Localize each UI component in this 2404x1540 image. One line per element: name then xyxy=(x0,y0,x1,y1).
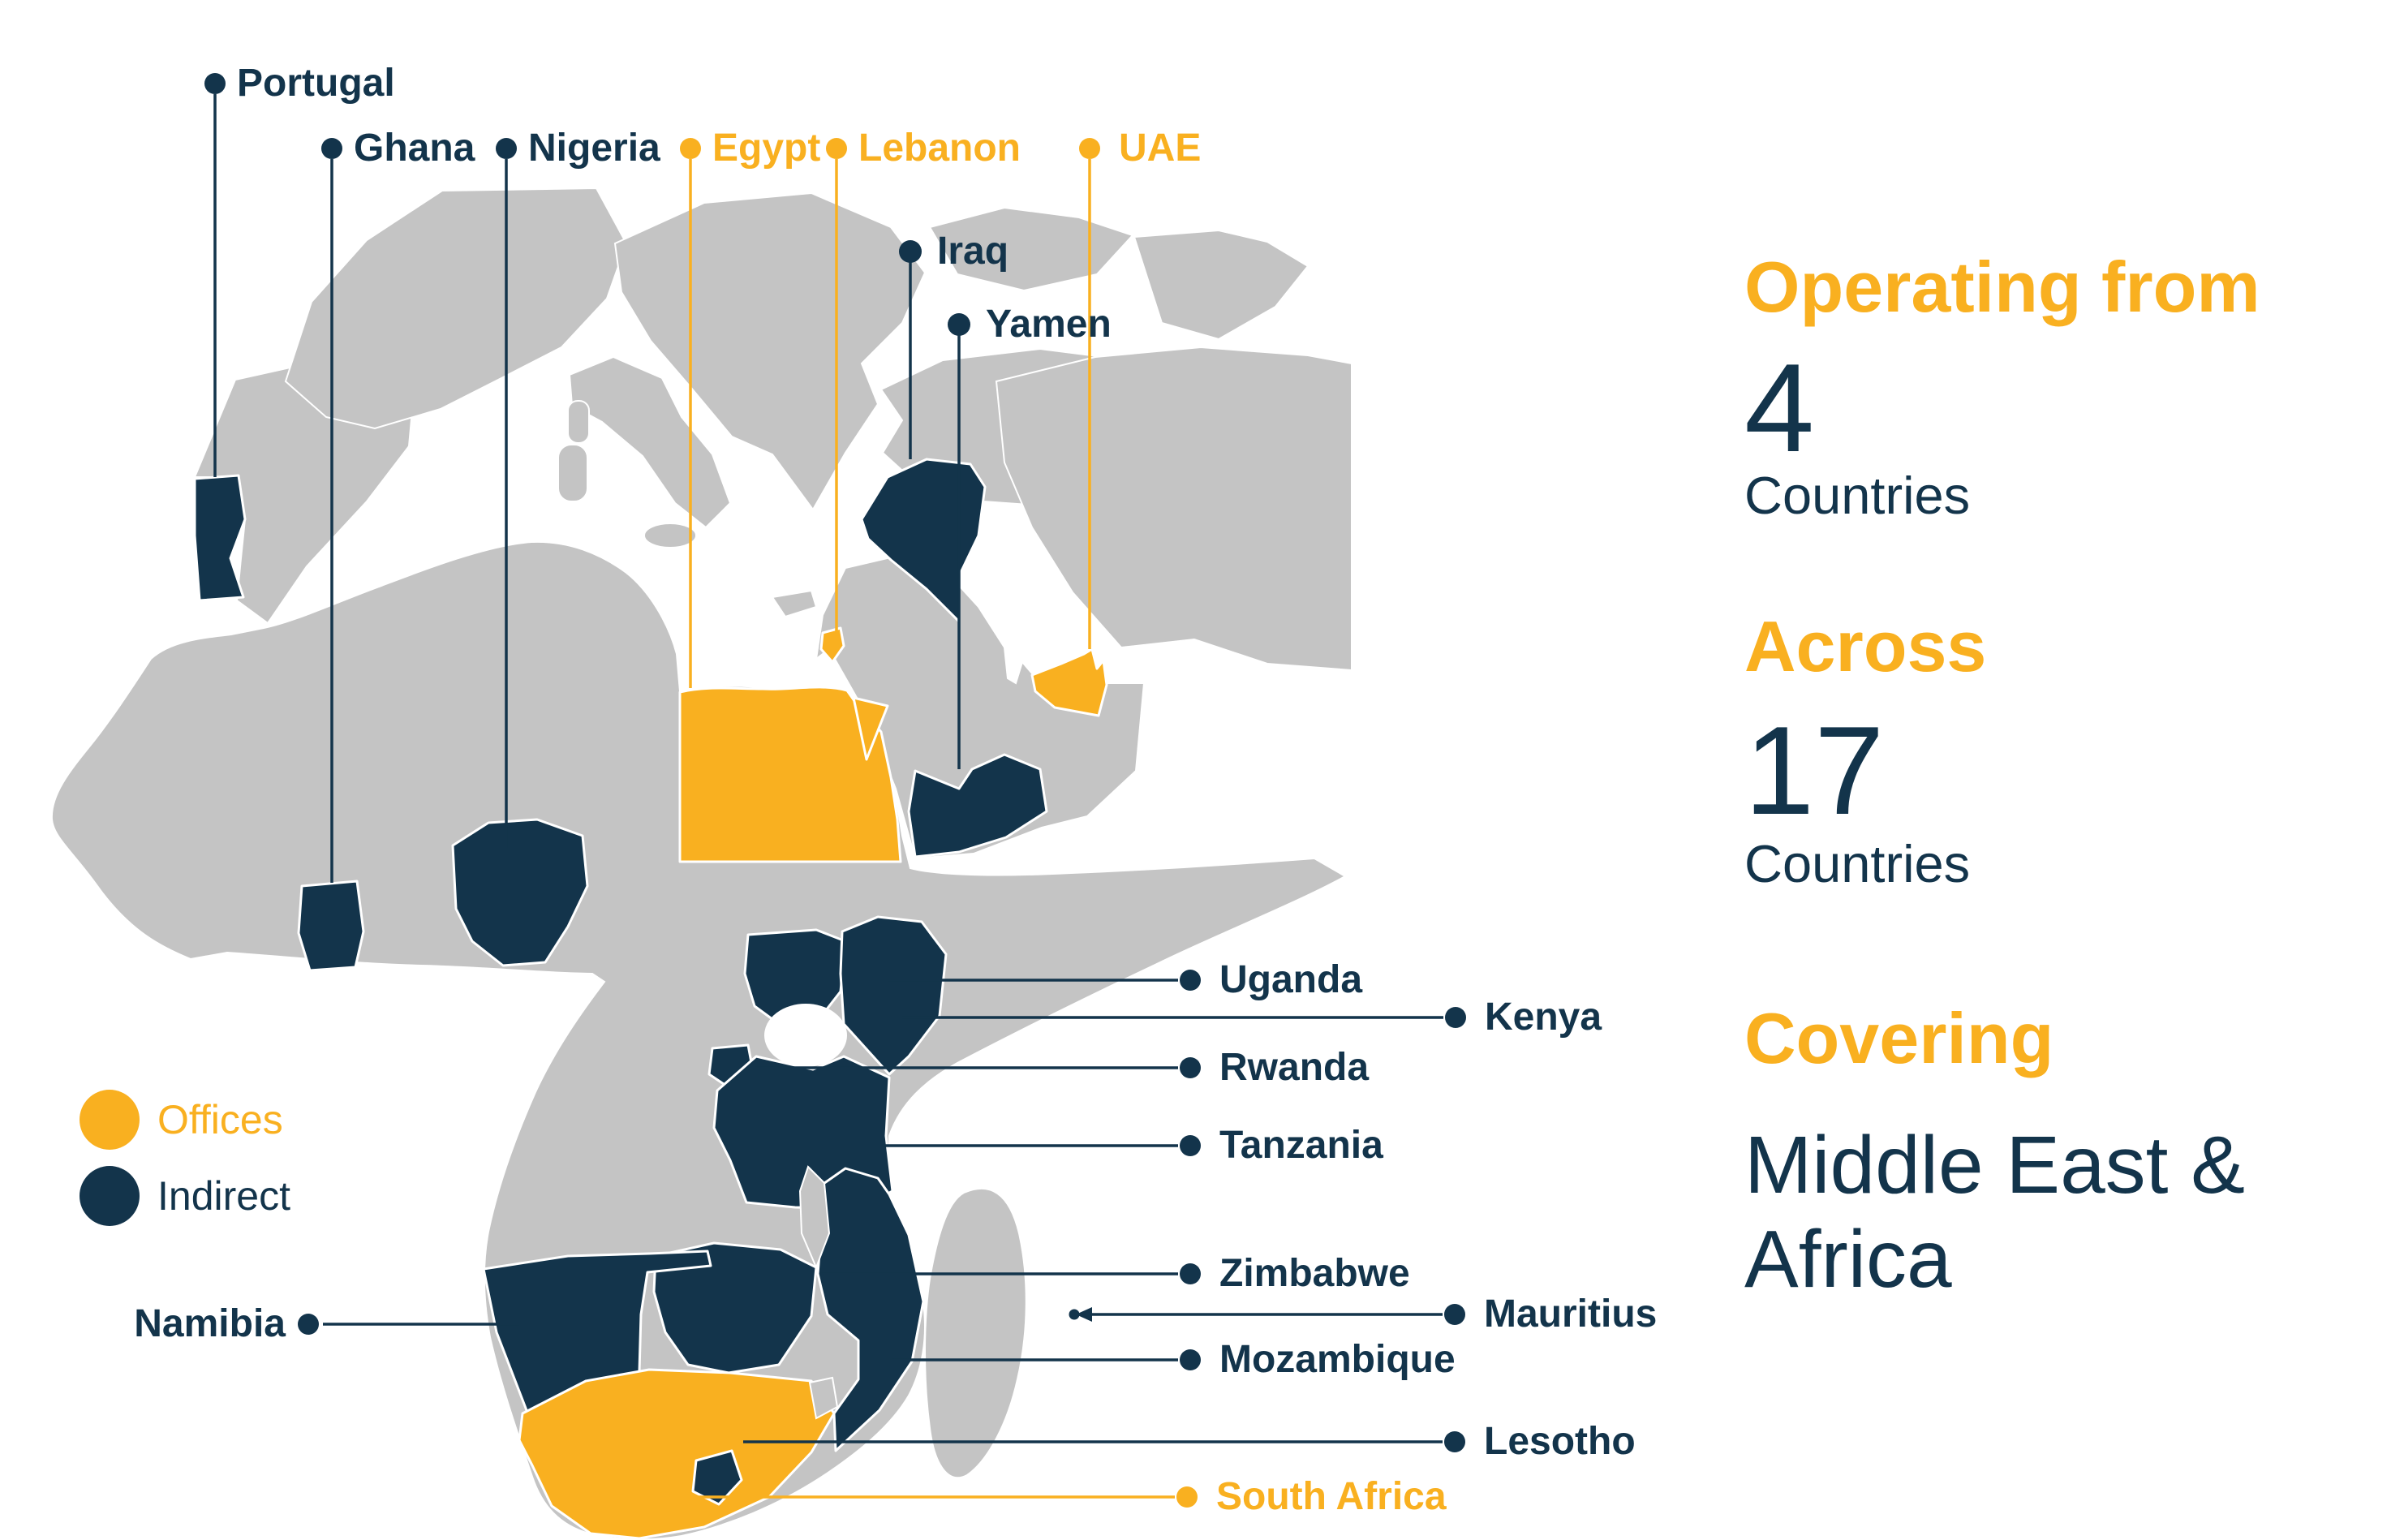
indirect-swatch-icon xyxy=(80,1166,140,1226)
stat-covering-value: Middle East & Africa xyxy=(1744,1120,2245,1305)
landmass-caucasus xyxy=(1133,229,1310,341)
leader-line-layer xyxy=(213,94,1443,1499)
marker-dot-tanzania xyxy=(1180,1135,1201,1156)
map-label-mauritius: Mauritius xyxy=(1484,1293,1658,1336)
marker-dot-mozambique xyxy=(1180,1349,1201,1370)
leader-mauritius-arrowhead xyxy=(1076,1307,1092,1322)
country-iraq xyxy=(860,458,987,623)
marker-dot-namibia xyxy=(298,1314,319,1335)
landmass-iran xyxy=(995,346,1353,672)
lake-victoria xyxy=(764,1004,847,1067)
stat-operating-heading: Operating from xyxy=(1744,247,2260,327)
country-egypt-sinai xyxy=(852,696,889,761)
landmass-sardinia xyxy=(557,444,588,502)
country-yemen xyxy=(907,753,1048,858)
landmass-ukraine xyxy=(928,206,1134,292)
map-label-tanzania: Tanzania xyxy=(1219,1124,1383,1167)
map-label-egypt: Egypt xyxy=(712,127,821,170)
marker-dot-yamen xyxy=(948,313,970,336)
map-label-namibia: Namibia xyxy=(134,1302,286,1345)
marker-dot-lesotho xyxy=(1444,1431,1465,1452)
country-lesotho xyxy=(691,1449,743,1506)
map-label-zimbabwe: Zimbabwe xyxy=(1219,1252,1410,1295)
marker-dot-uganda xyxy=(1180,970,1201,991)
country-kenya xyxy=(839,915,948,1076)
landmass-france xyxy=(284,187,628,430)
country-portugal xyxy=(193,474,247,602)
legend-item-indirect: Indirect xyxy=(80,1166,290,1226)
stat-operating-value: 4 xyxy=(1744,338,1815,478)
marker-dot-portugal xyxy=(204,73,226,94)
legend-item-offices: Offices xyxy=(80,1090,290,1150)
marker-dot-zimbabwe xyxy=(1180,1263,1201,1284)
marker-dot-kenya xyxy=(1445,1007,1466,1028)
marker-dot-uae xyxy=(1079,138,1100,159)
legend: Offices Indirect xyxy=(80,1090,290,1242)
offices-swatch-icon xyxy=(80,1090,140,1150)
marker-dot-egypt xyxy=(680,138,701,159)
stat-across-heading: Across xyxy=(1744,606,1987,686)
country-zimbabwe xyxy=(652,1241,818,1374)
marker-dot-lebanon xyxy=(826,138,847,159)
map-label-yamen: Yamen xyxy=(986,303,1112,346)
stat-across-value: 17 xyxy=(1744,700,1885,841)
landmass-swaziland xyxy=(808,1376,839,1420)
marker-layer xyxy=(204,73,1466,1508)
marker-dot-ghana xyxy=(321,138,342,159)
stat-covering-heading: Covering xyxy=(1744,998,2054,1078)
landmass-sicily xyxy=(643,523,697,548)
country-ghana xyxy=(297,880,365,972)
map-label-south-africa: South Africa xyxy=(1216,1475,1447,1518)
country-south-africa xyxy=(518,1368,836,1540)
map-label-kenya: Kenya xyxy=(1485,996,1602,1039)
marker-dot-nigeria xyxy=(496,138,517,159)
map-label-uganda: Uganda xyxy=(1219,958,1363,1001)
marker-dot-iraq xyxy=(899,240,922,263)
stat-operating-unit: Countries xyxy=(1744,466,1971,525)
map-label-ghana: Ghana xyxy=(354,127,475,170)
stat-across-unit: Countries xyxy=(1744,834,1971,893)
map-label-rwanda: Rwanda xyxy=(1219,1046,1370,1089)
marker-dot-mauritius xyxy=(1444,1304,1465,1325)
map-label-iraq: Iraq xyxy=(937,230,1009,273)
landmass-malawi xyxy=(798,1165,831,1270)
country-nigeria xyxy=(451,818,589,967)
map-label-mozambique: Mozambique xyxy=(1219,1338,1456,1381)
country-uae xyxy=(1030,647,1108,717)
legend-offices-label: Offices xyxy=(157,1097,283,1142)
map-label-nigeria: Nigeria xyxy=(528,127,660,170)
marker-dot-rwanda xyxy=(1180,1057,1201,1078)
map-label-portugal: Portugal xyxy=(237,62,395,105)
landmass-balkans xyxy=(613,191,927,511)
marker-dot-south-africa xyxy=(1176,1486,1198,1508)
map-label-uae: UAE xyxy=(1119,127,1202,170)
landmass-madagascar xyxy=(924,1187,1027,1479)
map-label-lebanon: Lebanon xyxy=(858,127,1021,170)
country-layer xyxy=(193,458,1108,1540)
legend-indirect-label: Indirect xyxy=(157,1173,290,1219)
landmass-cyprus xyxy=(771,589,818,618)
landmass-corsica xyxy=(567,400,590,444)
map-label-lesotho: Lesotho xyxy=(1484,1420,1636,1463)
